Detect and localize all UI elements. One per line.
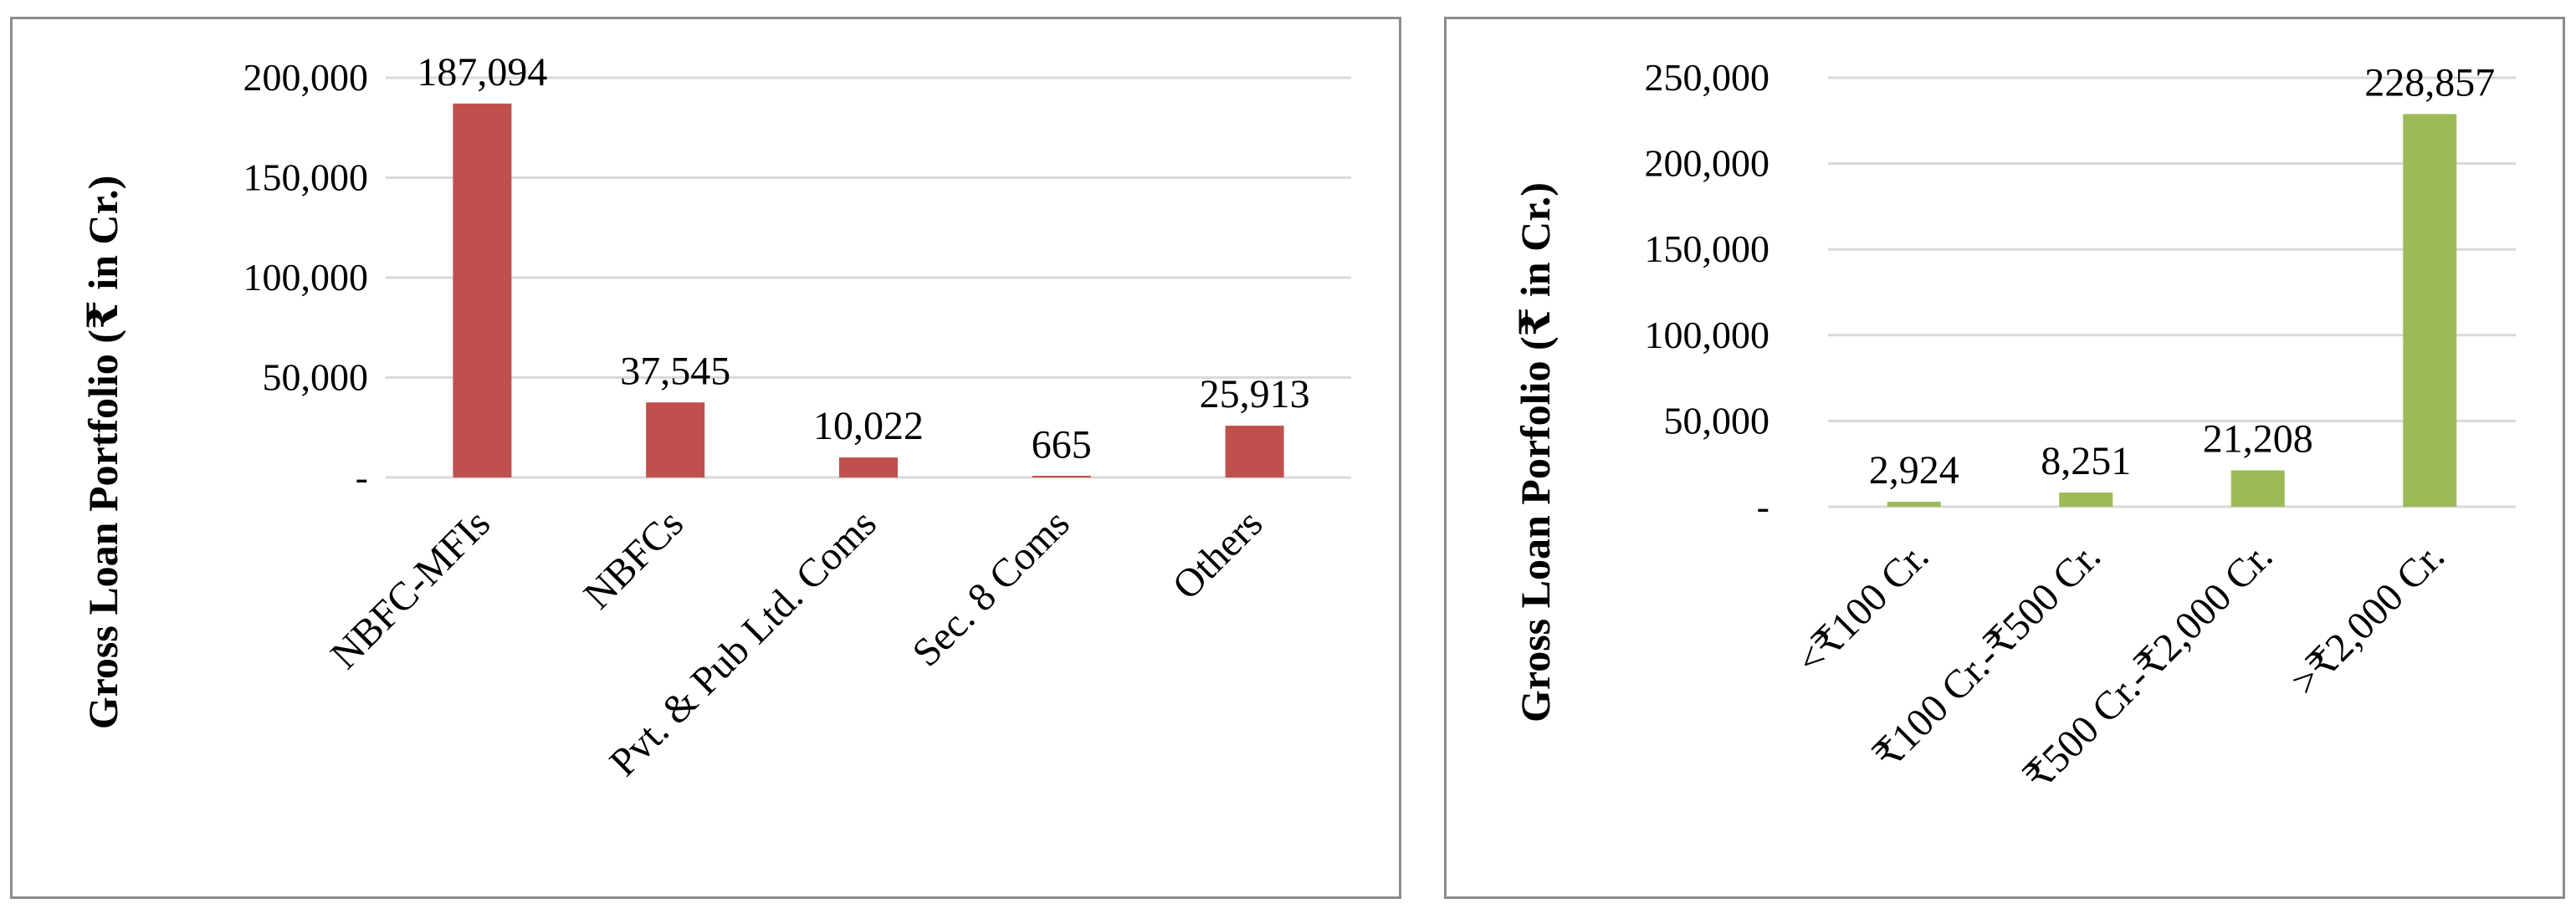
y-tick-label: 250,000 — [1645, 56, 1770, 99]
y-tick-label: 150,000 — [1645, 227, 1770, 270]
left-bar-chart: Gross Loan Portfolio (₹ in Cr.) - 50,000 1… — [79, 50, 1351, 785]
bar — [1887, 501, 1941, 507]
data-label: 665 — [1032, 422, 1092, 467]
y-tick-label: 50,000 — [263, 356, 369, 399]
y-tick-label: 100,000 — [1645, 314, 1770, 356]
bar — [839, 457, 898, 477]
data-label: 187,094 — [417, 50, 547, 94]
x-category-label: NBFCs — [576, 501, 692, 617]
bar — [453, 103, 512, 477]
data-label: 2,924 — [1869, 448, 1959, 493]
right-y-axis-title: Gross Loan Porfolio (₹ in Cr.) — [1512, 182, 1559, 722]
data-label: 25,913 — [1200, 372, 1310, 416]
bar — [1225, 426, 1284, 477]
y-tick-label: 150,000 — [243, 156, 369, 199]
data-label: 37,545 — [620, 349, 730, 393]
right-bar-chart: Gross Loan Porfolio (₹ in Cr.) - 50,000 10… — [1512, 56, 2516, 799]
x-category-label: Others — [1164, 501, 1271, 608]
y-tick-label: 200,000 — [243, 56, 369, 99]
x-category-label: NBFC-MFIs — [322, 501, 499, 677]
y-tick-label: 200,000 — [1645, 142, 1770, 185]
bar — [646, 402, 705, 477]
y-tick-label: 100,000 — [243, 256, 369, 299]
x-category-label: >₹2,000 Cr. — [2282, 533, 2453, 704]
bar — [2230, 470, 2285, 507]
right-chart-panel: Gross Loan Porfolio (₹ in Cr.) - 50,000 10… — [1444, 17, 2565, 899]
data-label: 10,022 — [813, 404, 924, 448]
left-chart-panel: Gross Loan Portfolio (₹ in Cr.) - 50,000 1… — [10, 17, 1401, 899]
data-label: 228,857 — [2364, 60, 2495, 105]
data-label: 21,208 — [2203, 416, 2313, 461]
y-tick-label: - — [356, 456, 368, 498]
bar — [1032, 476, 1091, 477]
y-tick-label: - — [1757, 485, 1769, 528]
x-category-label: <₹100 Cr. — [1788, 533, 1937, 682]
bar — [2403, 114, 2457, 507]
x-category-label: Sec. 8 Coms — [904, 501, 1078, 675]
data-label: 8,251 — [2041, 439, 2131, 483]
bar — [2059, 493, 2113, 507]
left-y-axis-title: Gross Loan Portfolio (₹ in Cr.) — [79, 176, 126, 730]
y-tick-label: 50,000 — [1664, 399, 1770, 442]
